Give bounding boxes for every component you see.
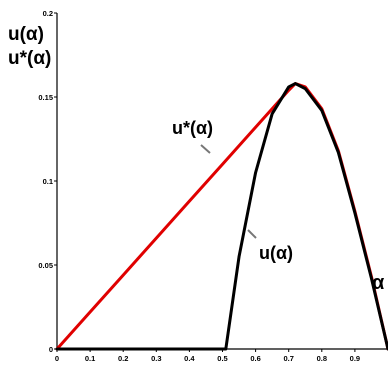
- x-tick-label: 0.4: [184, 354, 195, 363]
- x-tick-label: 0.8: [317, 354, 327, 363]
- x-tick-label: 0: [55, 354, 59, 363]
- x-tick-label: 0.5: [217, 354, 227, 363]
- annotation-u-star-leader: [201, 145, 210, 153]
- ticks: 0 0.1 0.2 0.3 0.4 0.5 0.6 0.7 0.8 0.9 0 0.05 0.1 0.15…: [38, 9, 360, 363]
- y-tick-label: 0.15: [38, 93, 53, 102]
- y-axis-title-line-1: u(α): [8, 24, 44, 45]
- axes: [57, 13, 388, 349]
- y-axis-title-line-2: u*(α): [8, 48, 51, 69]
- x-tick-label: 0.7: [283, 354, 293, 363]
- series-u-star-line: [57, 84, 388, 349]
- y-tick-label: 0: [49, 345, 53, 354]
- y-tick-label: 0.1: [43, 177, 53, 186]
- series-layer: [57, 84, 388, 349]
- labels: u(α) u*(α) α u*(α) u(α): [8, 24, 385, 294]
- x-tick-label: 0.2: [118, 354, 128, 363]
- x-tick-label: 0.1: [85, 354, 95, 363]
- x-axis-title: α: [372, 272, 385, 294]
- x-tick-label: 0.3: [151, 354, 161, 363]
- x-tick-label: 0.9: [350, 354, 360, 363]
- annotation-u-star: u*(α): [172, 118, 213, 138]
- y-tick-label: 0.05: [38, 261, 53, 270]
- series-u-line: [57, 84, 388, 349]
- x-tick-label: 0.6: [250, 354, 260, 363]
- annotation-u-leader: [248, 230, 256, 238]
- annotation-u: u(α): [259, 243, 293, 263]
- y-tick-label: 0.2: [43, 9, 53, 18]
